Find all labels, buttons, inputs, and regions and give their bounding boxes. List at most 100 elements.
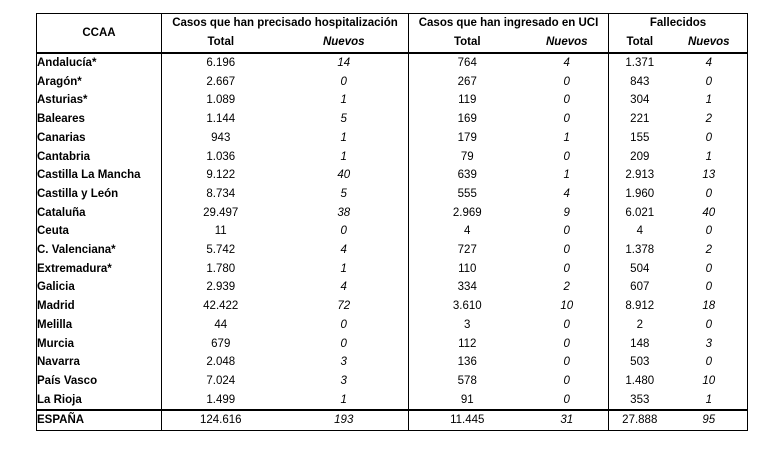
ccaa-name-cell: La Rioja	[36, 390, 162, 411]
icu-nuevos-cell: 0	[525, 72, 610, 92]
icu-total-cell: 169	[457, 113, 477, 126]
hospitalization-nuevos-header: Nuevos	[279, 33, 409, 54]
hospitalization-total-cell: 11	[214, 225, 227, 238]
icu-nuevos-cell: 4	[525, 184, 610, 204]
deaths-nuevos-cell: 40	[670, 203, 749, 223]
table-row: Extremadura* 1.780 1 110 0 504 0	[36, 259, 749, 279]
icu-nuevos-cell: 0	[525, 390, 610, 411]
hospitalization-nuevos-cell: 5	[279, 184, 409, 204]
hospitalization-total-cell: 1.499	[206, 393, 236, 406]
table-row: Castilla La Mancha 9.122 40 639 1 2.913 13	[36, 166, 749, 185]
deaths-total-cell: 504	[630, 262, 650, 275]
deaths-nuevos-cell: 1	[670, 390, 749, 411]
hospitalization-total-cell: 8.734	[206, 187, 236, 200]
deaths-nuevos-cell: 0	[670, 222, 749, 242]
hospitalization-total-cell: 29.497	[203, 206, 239, 219]
deaths-total-cell: 304	[630, 94, 650, 107]
table-row: Baleares 1.144 5 169 0 221 2	[36, 110, 749, 129]
icu-nuevos-cell: 31	[525, 409, 610, 432]
table-row: Castilla y León 8.734 5 555 4 1.960 0	[36, 184, 749, 204]
deaths-total-header: Total	[608, 33, 671, 54]
deaths-nuevos-cell: 95	[670, 409, 749, 432]
table-row: Asturias* 1.089 1 119 0 304 1	[36, 91, 749, 111]
hospitalization-nuevos-cell: 1	[279, 147, 409, 167]
ccaa-header: CCAA	[36, 13, 162, 54]
hospitalization-nuevos-cell: 4	[279, 278, 409, 298]
hospitalization-group-header: Casos que han precisado hospitalización	[161, 13, 409, 33]
ccaa-name-cell: Melilla	[36, 315, 162, 335]
hospitalization-total-cell: 1.036	[206, 150, 236, 163]
icu-total-cell: 267	[457, 75, 477, 88]
hospitalization-total-cell: 1.144	[206, 113, 236, 126]
icu-nuevos-cell: 0	[525, 259, 610, 279]
deaths-nuevos-cell: 0	[670, 72, 749, 92]
icu-total-cell: 91	[460, 393, 474, 406]
icu-total-cell: 136	[457, 356, 477, 369]
deaths-total-cell: 607	[630, 281, 650, 294]
ccaa-name-cell: País Vasco	[36, 371, 162, 391]
deaths-nuevos-cell: 2	[670, 241, 749, 260]
hospitalization-nuevos-cell: 1	[279, 390, 409, 411]
deaths-nuevos-cell: 3	[670, 334, 749, 354]
ccaa-name-cell: Galicia	[36, 278, 162, 298]
deaths-total-cell: 2	[636, 318, 643, 331]
hospitalization-nuevos-cell: 3	[279, 371, 409, 391]
deaths-total-cell: 148	[630, 337, 650, 350]
hospitalization-total-cell: 2.048	[206, 356, 236, 369]
deaths-nuevos-cell: 0	[670, 128, 749, 148]
hospitalization-nuevos-cell: 1	[279, 91, 409, 111]
deaths-total-cell: 1.480	[625, 374, 655, 387]
deaths-total-cell: 503	[630, 356, 650, 369]
ccaa-name-cell: Castilla La Mancha	[36, 166, 162, 185]
hospitalization-nuevos-cell: 3	[279, 353, 409, 372]
icu-nuevos-cell: 0	[525, 334, 610, 354]
deaths-total-cell: 6.021	[625, 206, 655, 219]
deaths-nuevos-cell: 0	[670, 278, 749, 298]
deaths-total-cell: 4	[636, 225, 643, 238]
icu-nuevos-cell: 0	[525, 110, 610, 129]
table-row: C. Valenciana* 5.742 4 727 0 1.378 2	[36, 241, 749, 260]
icu-total-cell: 334	[457, 281, 477, 294]
hospitalization-total-cell: 1.780	[206, 262, 236, 275]
deaths-nuevos-cell: 1	[670, 147, 749, 167]
hospitalization-total-header: Total	[161, 33, 280, 54]
icu-total-cell: 119	[458, 94, 477, 107]
icu-nuevos-cell: 10	[525, 297, 610, 316]
ccaa-name-cell: C. Valenciana*	[36, 241, 162, 260]
hospitalization-nuevos-cell: 14	[279, 53, 409, 73]
icu-nuevos-cell: 9	[525, 203, 610, 223]
table-row: Cataluña 29.497 38 2.969 9 6.021 40	[36, 203, 749, 223]
hospitalization-nuevos-cell: 0	[279, 72, 409, 92]
deaths-total-cell: 27.888	[608, 409, 671, 432]
table-row: La Rioja 1.499 1 91 0 353 1	[36, 390, 749, 411]
deaths-nuevos-cell: 10	[670, 371, 749, 391]
icu-total-cell: 764	[457, 57, 477, 69]
hospitalization-nuevos-cell: 0	[279, 334, 409, 354]
icu-nuevos-cell: 0	[525, 353, 610, 372]
deaths-total-cell: 209	[630, 150, 650, 163]
deaths-nuevos-header: Nuevos	[670, 33, 749, 54]
hospitalization-total-cell: 42.422	[203, 300, 239, 313]
deaths-total-cell: 2.913	[625, 169, 655, 182]
hospitalization-total-cell: 7.024	[206, 374, 236, 387]
icu-nuevos-cell: 2	[525, 278, 610, 298]
ccaa-name-cell: Canarias	[36, 128, 162, 148]
deaths-total-cell: 155	[630, 131, 650, 144]
table-row: Galicia 2.939 4 334 2 607 0	[36, 278, 749, 298]
hospitalization-nuevos-cell: 38	[279, 203, 409, 223]
table-row: Aragón* 2.667 0 267 0 843 0	[36, 72, 749, 92]
table-row: Madrid 42.422 72 3.610 10 8.912 18	[36, 297, 749, 316]
icu-nuevos-cell: 0	[525, 91, 610, 111]
deaths-nuevos-cell: 0	[670, 315, 749, 335]
deaths-total-cell: 1.378	[625, 244, 655, 257]
ccaa-name-cell: Aragón*	[36, 72, 162, 92]
icu-total-cell: 3.610	[452, 300, 482, 313]
hospitalization-nuevos-cell: 1	[279, 259, 409, 279]
icu-nuevos-cell: 1	[525, 128, 610, 148]
table-row: Andalucía* 6.196 14 764 4 1.371 4	[36, 53, 749, 73]
table-row: Canarias 943 1 179 1 155 0	[36, 128, 749, 148]
icu-total-cell: 79	[460, 150, 474, 163]
hospitalization-total-cell: 2.667	[206, 75, 236, 88]
deaths-nuevos-cell: 13	[670, 166, 749, 185]
deaths-nuevos-cell: 0	[670, 353, 749, 372]
